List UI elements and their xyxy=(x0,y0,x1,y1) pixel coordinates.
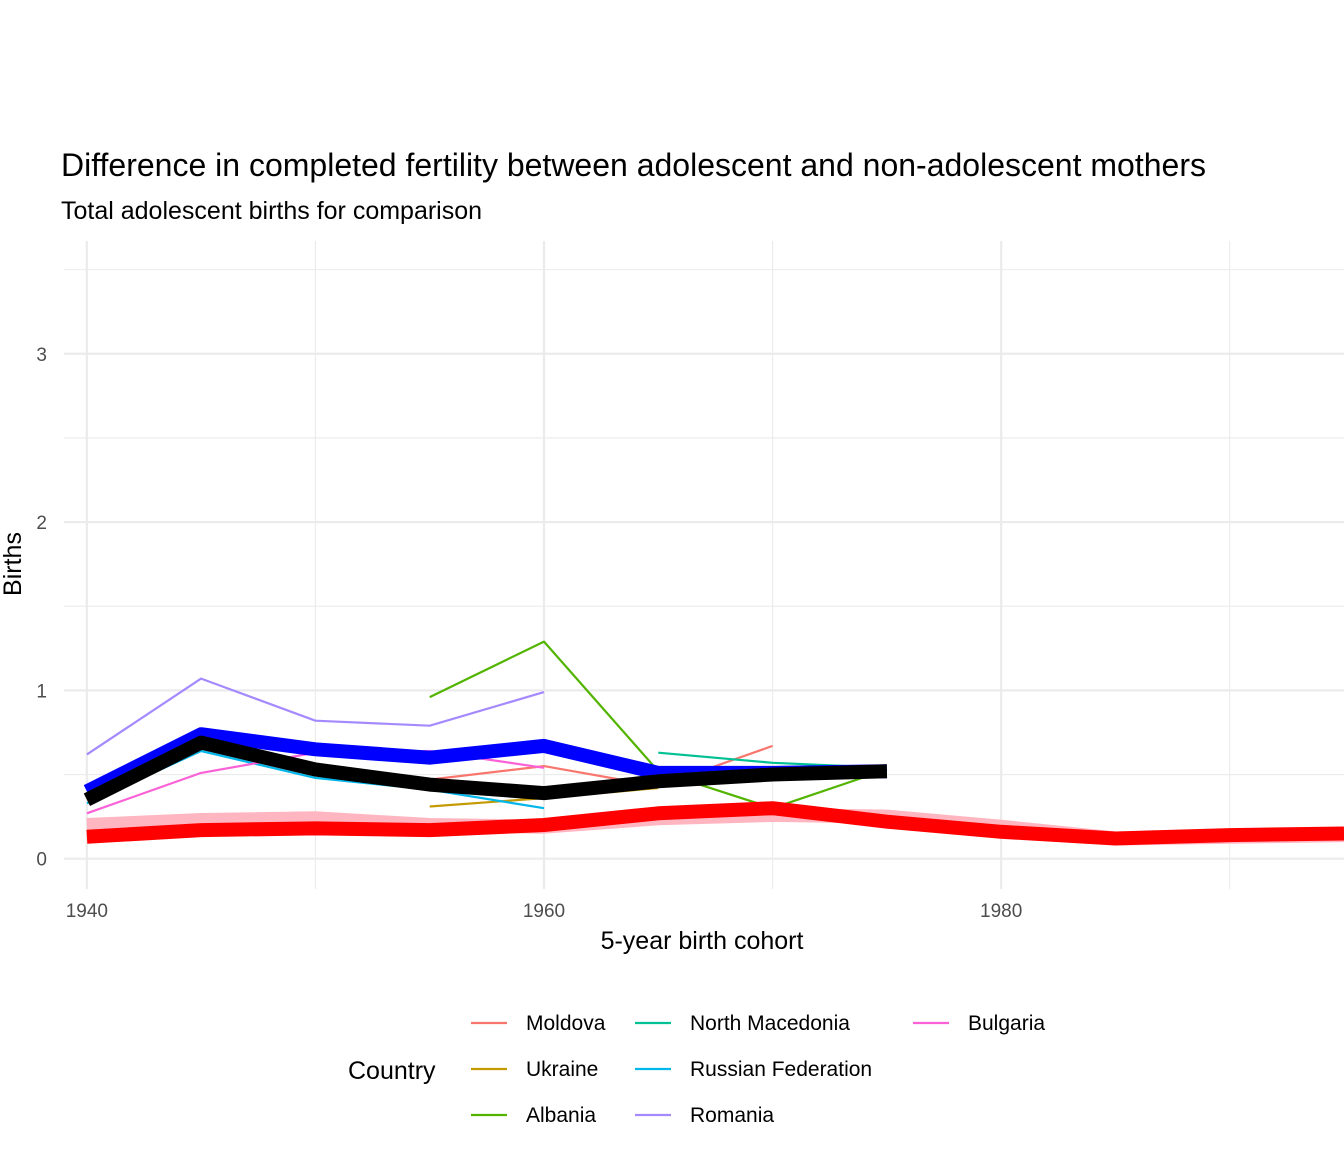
series-line-romania xyxy=(86,677,545,756)
legend-title: Country xyxy=(348,1057,436,1085)
x-tick-label: 1940 xyxy=(66,901,108,922)
plot-series xyxy=(83,640,1344,846)
x-axis-ticks: 1940 1960 1980 xyxy=(66,901,1023,922)
legend-label: Bulgaria xyxy=(968,1012,1045,1035)
y-tick-label: 0 xyxy=(36,850,47,871)
legend-label: Moldova xyxy=(526,1012,606,1035)
legend-label: Russian Federation xyxy=(690,1058,872,1081)
legend-label: Romania xyxy=(690,1104,774,1127)
legend-label: North Macedonia xyxy=(690,1012,850,1035)
y-axis-ticks: 0 1 2 3 xyxy=(36,345,47,871)
x-axis-title: 5-year birth cohort xyxy=(601,927,804,955)
legend-label: Ukraine xyxy=(526,1058,598,1081)
x-tick-label: 1980 xyxy=(980,901,1022,922)
legend: Country Moldova Ukraine Albania North Maced… xyxy=(348,1012,1045,1127)
y-tick-label: 1 xyxy=(36,681,47,702)
y-tick-label: 2 xyxy=(36,513,47,534)
series-line-summary xyxy=(83,735,888,807)
legend-label: Albania xyxy=(526,1104,596,1127)
x-tick-label: 1960 xyxy=(523,901,565,922)
chart-title: Difference in completed fertility betwee… xyxy=(61,147,1206,183)
chart-subtitle: Total adolescent births for comparison xyxy=(61,197,482,225)
series-line-summary xyxy=(86,801,1344,846)
y-tick-label: 3 xyxy=(36,345,47,366)
y-axis-title: Births xyxy=(0,532,27,596)
gridlines xyxy=(64,241,1344,889)
